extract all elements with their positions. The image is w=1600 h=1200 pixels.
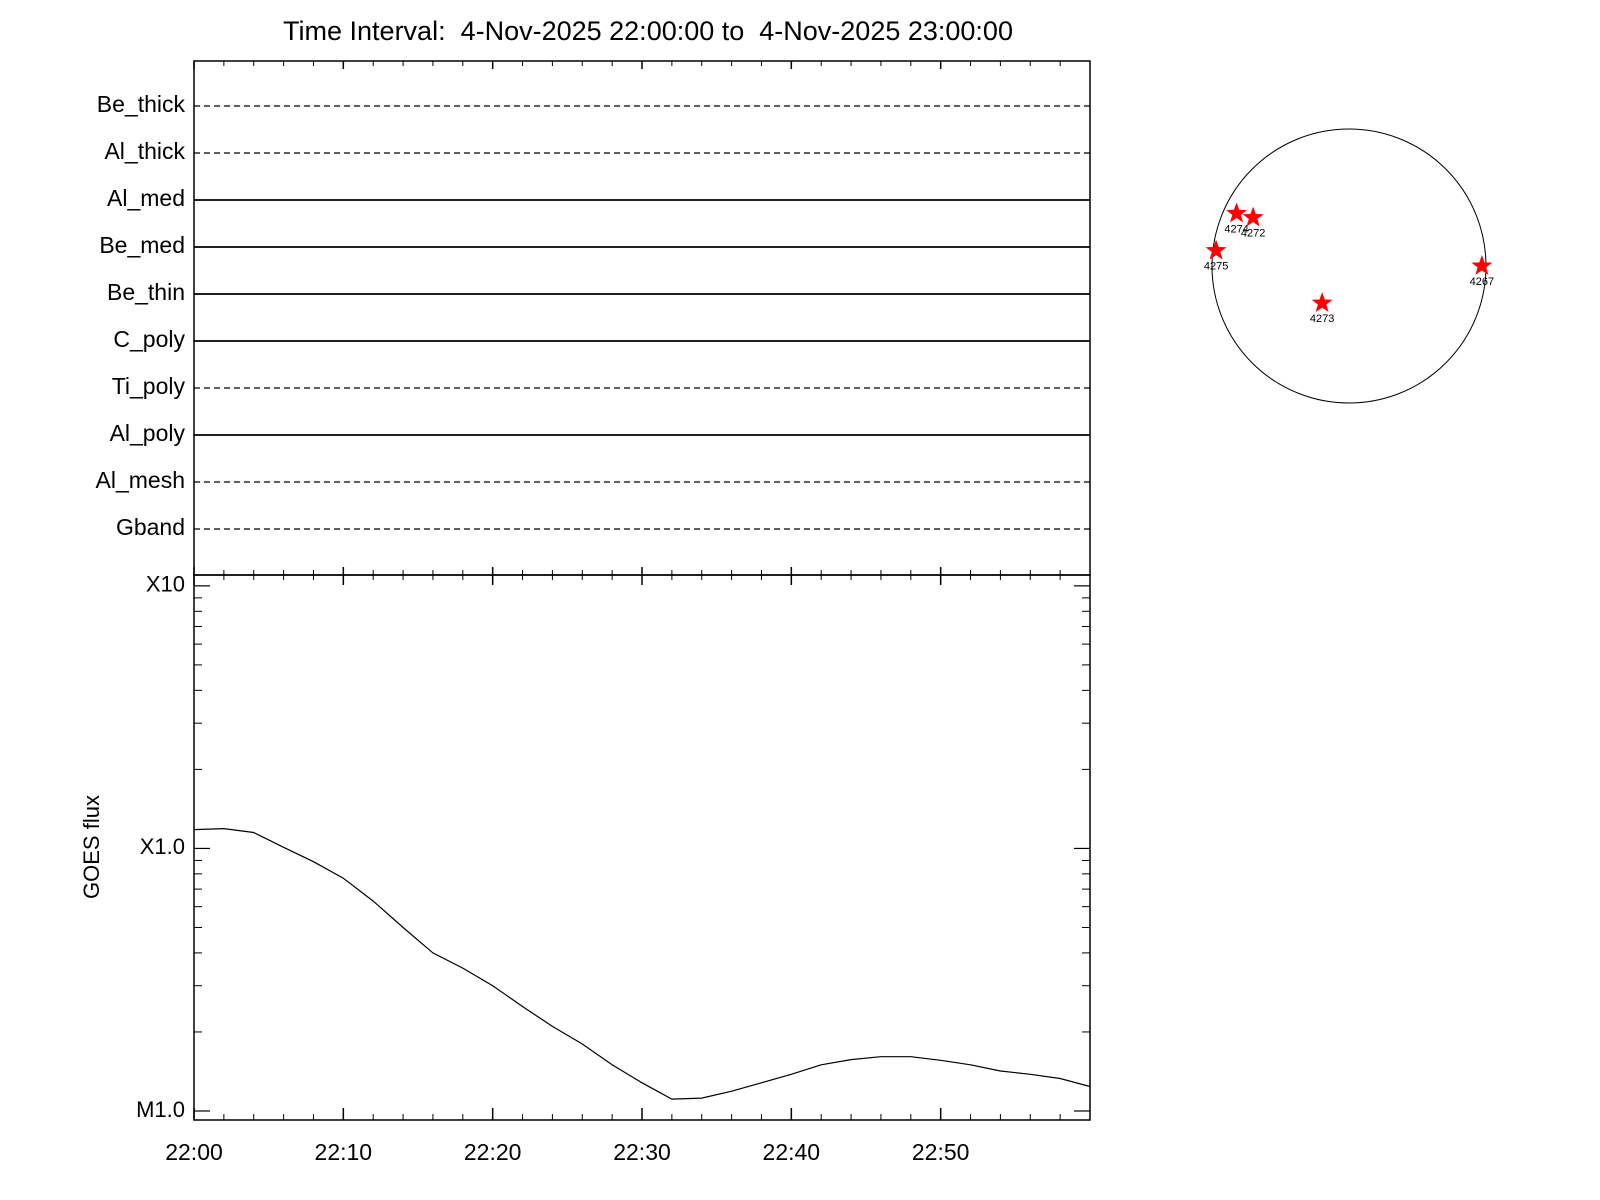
x-tick-label: 22:30 (613, 1139, 671, 1165)
detector-label: Be_thin (107, 279, 185, 305)
region-star (1242, 206, 1264, 227)
detector-label: Al_poly (110, 420, 186, 446)
x-tick-label: 22:00 (165, 1139, 223, 1165)
detector-label: Be_thick (97, 91, 186, 117)
y-axis-label: GOES flux (79, 795, 104, 899)
x-tick-label: 22:20 (464, 1139, 522, 1165)
solar-disk (1211, 128, 1487, 404)
region-label: 4275 (1204, 261, 1228, 273)
region-label: 4267 (1470, 276, 1494, 288)
region-label: 4272 (1241, 227, 1265, 239)
detector-label: Gband (116, 514, 185, 540)
detector-label: C_poly (113, 326, 185, 352)
region-star (1205, 239, 1227, 260)
bottom-panel-frame (193, 574, 1091, 1121)
detector-label: Al_med (107, 185, 185, 211)
region-label: 4274 (1224, 223, 1248, 235)
y-tick-label: M1.0 (136, 1097, 185, 1122)
region-star (1226, 202, 1247, 223)
region-star (1471, 255, 1493, 275)
goes-flux-line (193, 827, 1091, 1100)
region-star (1311, 292, 1333, 312)
x-tick-label: 22:10 (315, 1139, 373, 1165)
region-label: 4273 (1310, 313, 1334, 325)
title: Time Interval: 4-Nov-2025 22:00:00 to 4-… (283, 16, 1013, 46)
y-tick-label: X10 (146, 572, 185, 597)
x-tick-label: 22:40 (763, 1139, 821, 1165)
top-panel-frame (193, 60, 1091, 576)
detector-label: Ti_poly (112, 373, 186, 399)
y-tick-label: X1.0 (140, 834, 185, 859)
detector-label: Al_thick (104, 138, 185, 164)
detector-label: Al_mesh (96, 467, 185, 493)
x-tick-label: 22:50 (912, 1139, 970, 1165)
detector-label: Be_med (99, 232, 185, 258)
